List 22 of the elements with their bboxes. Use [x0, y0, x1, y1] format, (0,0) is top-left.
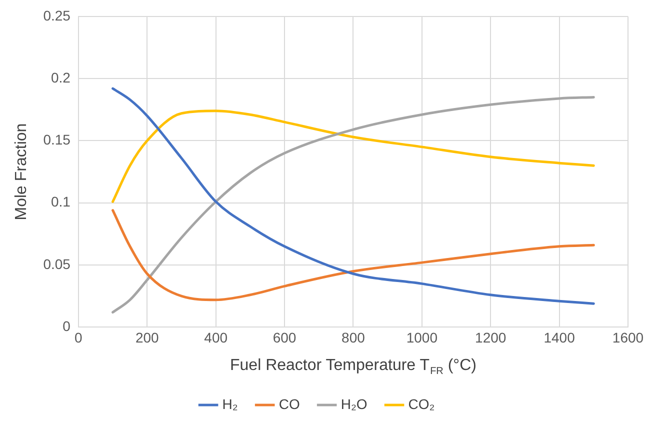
- y-tick-label: 0.05: [43, 256, 71, 272]
- x-tick-label: 400: [204, 329, 228, 346]
- x-tick-label: 1200: [475, 329, 506, 346]
- y-tick-label: 0.1: [50, 194, 71, 210]
- legend-label: CO: [278, 396, 300, 412]
- x-tick-label: 0: [74, 329, 83, 346]
- line-series: [112, 110, 595, 203]
- x-tick-label: 200: [135, 329, 160, 346]
- legend-label: H₂O: [340, 396, 368, 412]
- legend-label: CO₂: [408, 396, 435, 412]
- x-tick-label: 1400: [544, 329, 576, 346]
- x-tick-label: 600: [272, 329, 296, 346]
- y-tick-label: 0.2: [50, 69, 71, 86]
- legend-label: H₂: [222, 396, 238, 412]
- line-series: [112, 209, 595, 302]
- x-tick-label: 800: [342, 329, 366, 346]
- x-tick-label: 1000: [406, 329, 438, 346]
- y-axis-title: Mole Fraction: [13, 123, 30, 220]
- y-tick-label: 0.15: [43, 132, 71, 148]
- y-tick-label: 0: [62, 318, 71, 334]
- x-tick-label: 1600: [612, 329, 644, 346]
- y-tick-label: 0.25: [43, 7, 71, 24]
